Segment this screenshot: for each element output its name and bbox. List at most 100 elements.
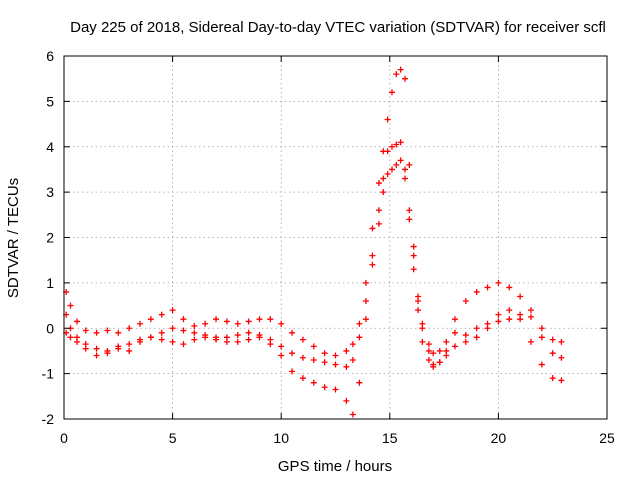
data-point (321, 359, 328, 366)
data-point (126, 341, 133, 348)
data-point (473, 325, 480, 332)
y-tick-label: 2 (46, 230, 54, 246)
data-point (384, 116, 391, 123)
data-point (393, 161, 400, 168)
data-point (402, 75, 409, 82)
data-point (549, 336, 556, 343)
data-point (462, 298, 469, 305)
data-point (436, 359, 443, 366)
data-point (180, 327, 187, 334)
grid (64, 56, 607, 419)
data-point (369, 252, 376, 259)
data-point (349, 357, 356, 364)
data-point (362, 298, 369, 305)
data-point (278, 320, 285, 327)
data-point (388, 166, 395, 173)
data-point (191, 322, 198, 329)
data-point (158, 336, 165, 343)
y-tick-label: -2 (42, 411, 55, 427)
data-point (451, 316, 458, 323)
data-point (223, 338, 230, 345)
y-axis-label: SDTVAR / TECUs (5, 178, 22, 298)
data-point (473, 334, 480, 341)
data-point (410, 266, 417, 273)
data-point (234, 320, 241, 327)
data-point (369, 261, 376, 268)
data-point (169, 325, 176, 332)
data-point (356, 379, 363, 386)
data-point (299, 375, 306, 382)
data-point (538, 361, 545, 368)
x-tick-label: 10 (273, 430, 289, 446)
data-marks (63, 66, 565, 418)
data-point (410, 243, 417, 250)
data-point (473, 288, 480, 295)
y-tick-label: 0 (46, 320, 54, 336)
data-point (343, 397, 350, 404)
data-point (223, 318, 230, 325)
data-point (375, 180, 382, 187)
data-point (202, 334, 209, 341)
data-point (82, 327, 89, 334)
data-point (349, 411, 356, 418)
data-point (299, 354, 306, 361)
data-point (180, 341, 187, 348)
data-point (388, 89, 395, 96)
data-point (93, 345, 100, 352)
data-point (158, 329, 165, 336)
data-point (343, 347, 350, 354)
y-tick-label: 5 (46, 93, 54, 109)
data-point (202, 320, 209, 327)
data-point (549, 375, 556, 382)
data-point (380, 148, 387, 155)
data-point (443, 352, 450, 359)
data-point (506, 307, 513, 314)
data-point (430, 363, 437, 370)
data-point (310, 379, 317, 386)
data-point (451, 329, 458, 336)
data-point (147, 334, 154, 341)
y-tick-label: 3 (46, 184, 54, 200)
data-point (104, 350, 111, 357)
data-point (506, 284, 513, 291)
data-point (419, 325, 426, 332)
y-tick-label: -1 (42, 366, 55, 382)
data-point (332, 361, 339, 368)
data-point (419, 338, 426, 345)
data-point (169, 307, 176, 314)
data-point (517, 293, 524, 300)
series-2 (63, 66, 565, 368)
data-point (384, 170, 391, 177)
axis-ticks: 0 5 10 15 20 25 -2 -1 0 1 2 3 4 5 6 (42, 48, 615, 446)
data-point (289, 350, 296, 357)
data-point (369, 225, 376, 232)
data-point (356, 320, 363, 327)
x-tick-label: 25 (599, 430, 615, 446)
x-tick-label: 5 (169, 430, 177, 446)
data-point (362, 316, 369, 323)
data-point (191, 336, 198, 343)
data-point (415, 307, 422, 314)
data-point (527, 338, 534, 345)
data-point (93, 352, 100, 359)
data-point (158, 311, 165, 318)
x-tick-label: 0 (60, 430, 68, 446)
data-point (484, 284, 491, 291)
data-point (558, 354, 565, 361)
series-3 (63, 157, 565, 418)
data-point (147, 316, 154, 323)
data-point (289, 368, 296, 375)
data-point (495, 279, 502, 286)
data-point (443, 338, 450, 345)
data-point (104, 327, 111, 334)
data-point (425, 347, 432, 354)
data-point (484, 325, 491, 332)
data-point (67, 334, 74, 341)
data-point (436, 347, 443, 354)
data-point (517, 316, 524, 323)
data-point (126, 347, 133, 354)
data-point (462, 338, 469, 345)
data-point (402, 175, 409, 182)
data-point (393, 141, 400, 148)
data-point (245, 318, 252, 325)
